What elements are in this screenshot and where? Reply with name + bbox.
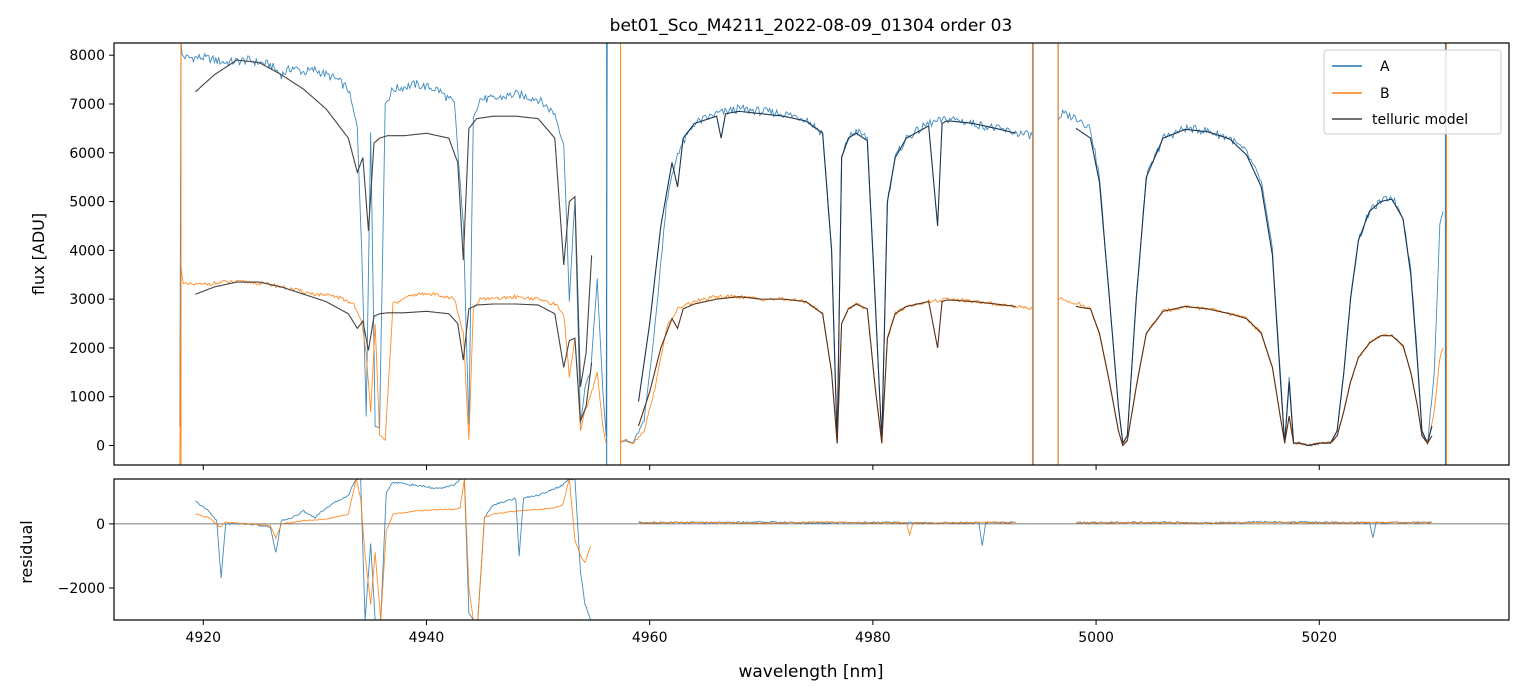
flux-plot-area bbox=[179, 43, 1448, 465]
telluric-model-A-line bbox=[637, 110, 1016, 444]
flux-y-tick-label: 3000 bbox=[69, 292, 105, 308]
x-tick-label: 5020 bbox=[1301, 630, 1337, 646]
flux-y-tick-label: 4000 bbox=[69, 243, 105, 259]
series-B-line bbox=[179, 266, 607, 465]
x-tick-label: 4940 bbox=[409, 630, 445, 646]
legend: A B telluric model bbox=[1323, 49, 1502, 135]
telluric-model-B-line bbox=[1075, 305, 1433, 447]
legend-box bbox=[1323, 49, 1502, 135]
flux-x-ticks bbox=[202, 465, 1320, 470]
residual-panel: −2000 0 4920 4940 4960 4980 5000 5020 residual… bbox=[17, 478, 1510, 682]
residual-B-line bbox=[1075, 521, 1433, 525]
legend-entry-A: A bbox=[1380, 59, 1390, 75]
flux-y-tick-label: 7000 bbox=[69, 97, 105, 113]
flux-y-tick-label: 8000 bbox=[69, 48, 105, 64]
flux-axes-frame bbox=[113, 42, 1510, 466]
residual-x-ticks: 4920 4940 4960 4980 5000 5020 bbox=[185, 620, 1337, 646]
residual-y-tick-label: 0 bbox=[96, 517, 105, 533]
flux-y-tick-label: 5000 bbox=[69, 195, 105, 211]
residual-B-line bbox=[195, 479, 591, 620]
residual-axes-frame bbox=[113, 478, 1510, 621]
flux-y-tick-label: 2000 bbox=[69, 341, 105, 357]
legend-entry-telluric-model: telluric model bbox=[1372, 112, 1468, 128]
flux-y-axis-label: flux [ADU] bbox=[29, 213, 48, 295]
flux-y-tick-label: 0 bbox=[96, 438, 105, 454]
x-axis-label: wavelength [nm] bbox=[738, 662, 883, 682]
telluric-model-A-line bbox=[195, 59, 593, 388]
x-tick-label: 5000 bbox=[1078, 630, 1114, 646]
residual-y-ticks: −2000 0 bbox=[58, 517, 114, 597]
residual-y-axis-label: residual bbox=[17, 520, 36, 583]
flux-y-tick-label: 6000 bbox=[69, 146, 105, 162]
residual-y-tick-label: −2000 bbox=[58, 581, 105, 597]
telluric-model-B-line bbox=[637, 296, 1016, 444]
flux-y-ticks: 0 1000 2000 3000 4000 5000 6000 7000 8000 bbox=[69, 48, 114, 454]
series-A-line bbox=[179, 43, 608, 436]
telluric-model-B-line bbox=[195, 281, 593, 422]
x-tick-label: 4960 bbox=[632, 630, 668, 646]
x-tick-label: 4980 bbox=[855, 630, 891, 646]
x-tick-label: 4920 bbox=[185, 630, 221, 646]
flux-panel: 0 1000 2000 3000 4000 5000 6000 7000 8000 flux [… bbox=[29, 42, 1510, 470]
figure-title: bet01_Sco_M4211_2022-08-09_01304 order 0… bbox=[610, 16, 1013, 36]
residual-plot-area bbox=[114, 479, 1509, 620]
telluric-model-A-line bbox=[1075, 127, 1433, 447]
flux-y-tick-label: 1000 bbox=[69, 390, 105, 406]
legend-entry-B: B bbox=[1380, 86, 1390, 102]
residual-B-line bbox=[638, 521, 1016, 537]
